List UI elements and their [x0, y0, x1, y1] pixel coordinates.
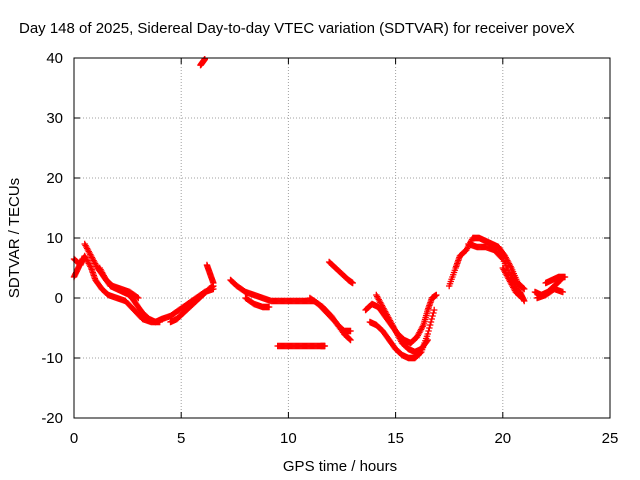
- chart-title: Day 148 of 2025, Sidereal Day-to-day VTE…: [19, 20, 575, 37]
- series-track-g: [197, 56, 208, 69]
- data-point-marker: [135, 294, 142, 302]
- data-point-marker: [347, 327, 354, 335]
- data-point-marker: [265, 303, 273, 311]
- y-axis-label: SDTVAR / TECUs: [6, 178, 23, 298]
- data-point-marker: [561, 273, 569, 281]
- data-point-marker: [518, 294, 525, 301]
- y-tick-label: 20: [46, 170, 63, 187]
- data-point-marker: [349, 279, 356, 287]
- y-tick-label: -10: [41, 350, 63, 367]
- y-tick-label: 10: [46, 230, 63, 247]
- x-tick-label: 25: [602, 430, 619, 447]
- data-point-marker: [346, 336, 353, 343]
- data-point-marker: [426, 324, 433, 332]
- data-point-marker: [424, 336, 431, 344]
- series-track-d: [70, 255, 86, 281]
- series-track-t: [542, 273, 569, 287]
- data-point-marker: [425, 327, 432, 335]
- data-point-marker: [433, 291, 440, 299]
- x-tick-labels: 0 5 10 15 20 25: [70, 430, 619, 447]
- series-track-c: [96, 264, 142, 302]
- data-point-marker: [430, 309, 437, 317]
- series-track-i: [242, 294, 273, 311]
- x-tick-label: 5: [177, 430, 185, 447]
- x-tick-label: 20: [494, 430, 511, 447]
- series-track-f: [203, 261, 217, 287]
- data-point-marker: [428, 315, 435, 323]
- x-tick-label: 15: [387, 430, 404, 447]
- x-axis-label: GPS time / hours: [283, 458, 397, 475]
- series-track-j: [274, 342, 329, 350]
- series-track-r: [499, 264, 526, 302]
- data-point-marker: [423, 337, 431, 345]
- data-point-marker: [521, 285, 528, 293]
- data-points: [70, 56, 569, 362]
- data-point-marker: [210, 279, 217, 287]
- data-point-marker: [498, 254, 505, 262]
- y-tick-label: 30: [46, 110, 63, 127]
- data-point-marker: [426, 321, 434, 329]
- series-track-l: [325, 258, 356, 287]
- series-track-e: [167, 282, 217, 326]
- y-tick-label: 0: [55, 290, 63, 307]
- data-point-marker: [321, 342, 329, 350]
- y-tick-label: 40: [46, 50, 63, 67]
- data-point-marker: [347, 336, 354, 344]
- series-track-b: [81, 240, 217, 326]
- data-point-marker: [520, 285, 527, 292]
- series-track-k: [306, 294, 354, 344]
- x-tick-label: 10: [280, 430, 297, 447]
- data-point-marker: [134, 294, 141, 301]
- series-track-u: [533, 285, 567, 302]
- x-tick-label: 0: [70, 430, 78, 447]
- data-point-marker: [201, 56, 208, 63]
- data-point-marker: [518, 294, 526, 302]
- data-point-marker: [430, 306, 438, 314]
- data-point-marker: [429, 312, 436, 320]
- grid-lines: [74, 58, 610, 418]
- axis-ticks: [73, 57, 611, 419]
- series-track-n: [366, 306, 438, 362]
- series-track-q: [465, 240, 528, 305]
- y-tick-label: -20: [41, 410, 63, 427]
- data-point-marker: [79, 255, 86, 263]
- data-point-marker: [427, 318, 435, 326]
- data-point-marker: [559, 288, 567, 296]
- series-track-o: [373, 291, 431, 356]
- data-point-marker: [424, 330, 431, 338]
- y-tick-labels: -20 -10 0 10 20 30 40: [41, 50, 63, 427]
